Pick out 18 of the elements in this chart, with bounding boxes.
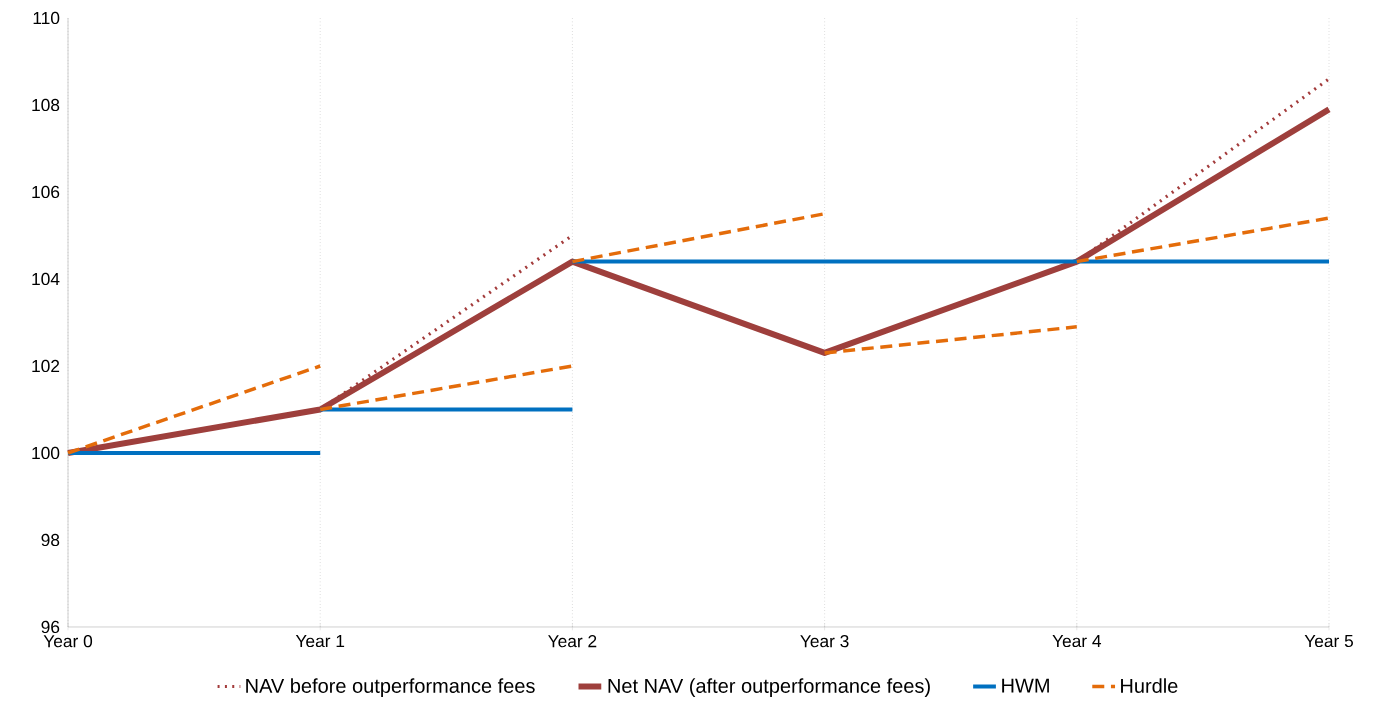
y-tick-label: 96: [41, 620, 60, 634]
y-tick-label: 102: [32, 359, 60, 373]
legend-label: HWM: [1002, 678, 1049, 693]
x-tick-label: Year 3: [800, 635, 849, 648]
y-tick-label: 110: [33, 11, 60, 25]
y-tick-label: 98: [41, 533, 60, 547]
x-tick-label: Year 2: [548, 635, 597, 648]
x-tick-label: Year 0: [43, 635, 93, 648]
x-tick-label: Year 1: [295, 635, 345, 648]
legend-label: Net NAV (after outperformance fees): [608, 678, 930, 697]
legend-label: NAV before outperformance fees: [246, 678, 535, 697]
y-tick-label: 100: [32, 446, 60, 460]
x-tick-label: Year 5: [1304, 635, 1354, 648]
x-tick-label: Year 4: [1052, 635, 1102, 648]
legend-label: Hurdle: [1121, 678, 1178, 693]
y-tick-label: 104: [32, 272, 60, 286]
y-tick-label: 106: [32, 185, 60, 199]
y-tick-label: 108: [32, 98, 60, 112]
